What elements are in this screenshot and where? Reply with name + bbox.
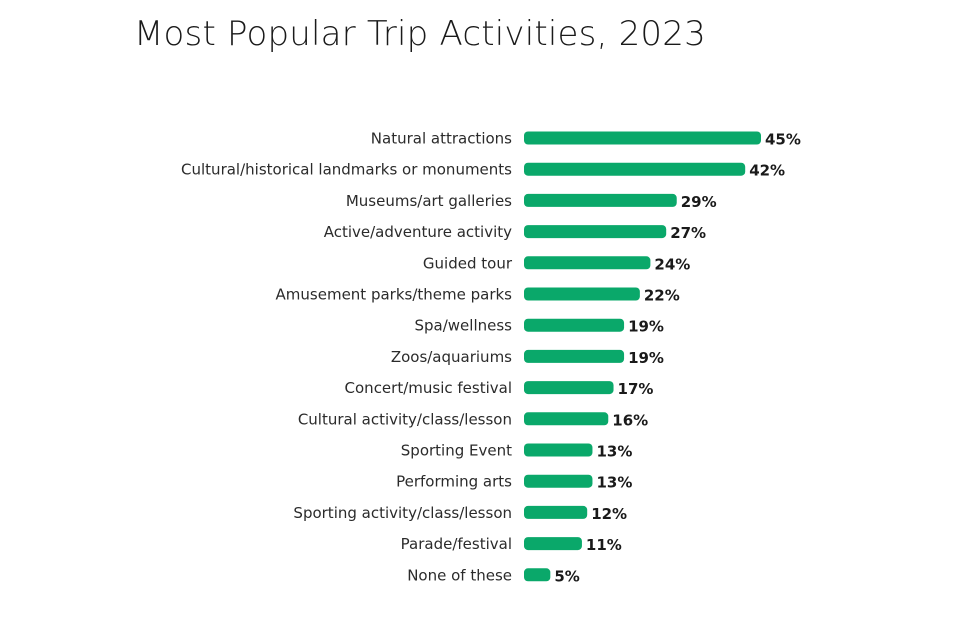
- value-label: 19%: [628, 318, 664, 336]
- value-label: 11%: [586, 536, 622, 554]
- category-label: Spa/wellness: [415, 317, 513, 335]
- bar-row: Zoos/aquariums 19%: [391, 348, 664, 367]
- category-label: Concert/music festival: [345, 379, 512, 397]
- value-label: 13%: [596, 474, 632, 492]
- category-label: Amusement parks/theme parks: [276, 286, 513, 304]
- bar-row: None of these 5%: [407, 566, 580, 585]
- value-label: 27%: [670, 224, 706, 242]
- bar: [524, 568, 551, 582]
- bar: [524, 537, 582, 551]
- bar: [524, 443, 593, 457]
- bar-row: Sporting Event 13%: [401, 442, 633, 461]
- bar: [524, 412, 609, 426]
- category-label: Parade/festival: [401, 535, 512, 553]
- bar: [524, 256, 651, 270]
- bar: [524, 162, 746, 176]
- category-label: Cultural activity/class/lesson: [298, 410, 512, 428]
- value-label: 12%: [591, 505, 627, 523]
- bar-row: Amusement parks/theme parks 22%: [276, 286, 680, 305]
- bar: [524, 318, 625, 332]
- bar-row: Spa/wellness 19%: [415, 317, 664, 336]
- category-label: None of these: [407, 566, 512, 584]
- bar: [524, 381, 614, 395]
- value-label: 17%: [618, 380, 654, 398]
- value-label: 13%: [596, 443, 632, 461]
- value-label: 45%: [765, 131, 801, 149]
- bar: [524, 474, 593, 488]
- category-label: Cultural/historical landmarks or monumen…: [181, 161, 512, 179]
- value-label: 16%: [612, 411, 648, 429]
- bar-row: Parade/festival 11%: [401, 535, 622, 554]
- bar-row: Museums/art galleries 29%: [346, 192, 717, 211]
- bar-row: Concert/music festival 17%: [345, 379, 654, 398]
- bar: [524, 505, 588, 519]
- bar: [524, 349, 625, 363]
- category-label: Performing arts: [396, 473, 512, 491]
- category-label: Zoos/aquariums: [391, 348, 512, 366]
- value-label: 29%: [681, 193, 717, 211]
- category-label: Sporting Event: [401, 442, 512, 460]
- value-label: 22%: [644, 287, 680, 305]
- value-label: 42%: [749, 162, 785, 180]
- bar-row: Guided tour 24%: [423, 254, 690, 273]
- bar-row: Cultural activity/class/lesson 16%: [298, 410, 648, 429]
- bar: [524, 225, 667, 239]
- category-label: Natural attractions: [371, 130, 512, 148]
- bar-row: Sporting activity/class/lesson 12%: [293, 504, 627, 523]
- value-label: 5%: [554, 567, 579, 585]
- chart-title: Most Popular Trip Activities, 2023: [134, 14, 706, 54]
- bar: [524, 287, 640, 301]
- bar-row: Performing arts 13%: [396, 473, 632, 492]
- value-label: 24%: [654, 255, 690, 273]
- bar-row: Active/adventure activity 27%: [324, 223, 706, 242]
- bar: [524, 193, 677, 207]
- bar-row: Natural attractions 45%: [371, 130, 801, 149]
- bar-row: Cultural/historical landmarks or monumen…: [181, 161, 785, 180]
- category-label: Museums/art galleries: [346, 192, 512, 210]
- bar: [524, 131, 761, 145]
- category-label: Guided tour: [423, 254, 513, 272]
- value-label: 19%: [628, 349, 664, 367]
- category-label: Active/adventure activity: [324, 223, 512, 241]
- category-label: Sporting activity/class/lesson: [293, 504, 512, 522]
